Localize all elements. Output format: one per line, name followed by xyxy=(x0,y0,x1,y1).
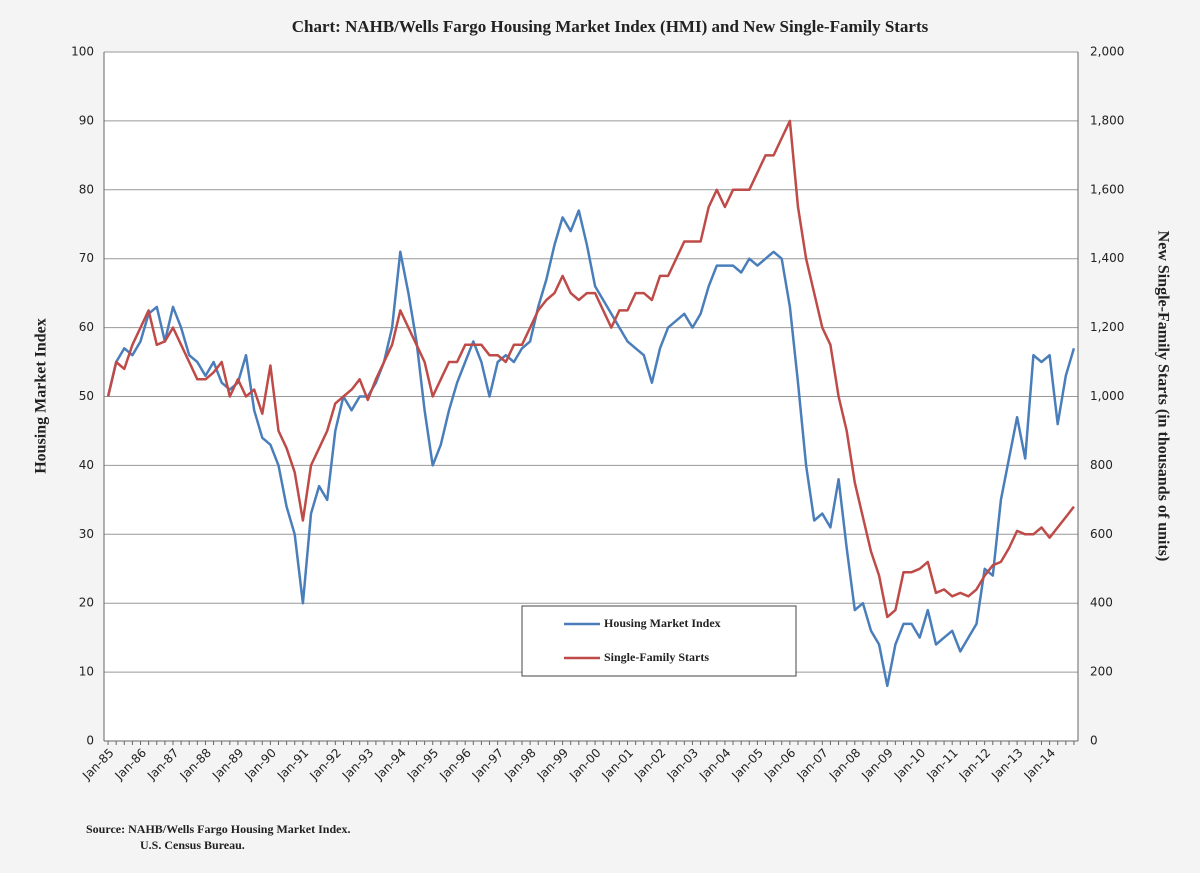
y2-axis-title: New Single-Family Starts (in thousands o… xyxy=(1154,231,1171,562)
series-line xyxy=(106,119,1075,619)
y2-tick-label: 200 xyxy=(1090,665,1113,679)
y-axis-title: Housing Market Index xyxy=(33,318,50,474)
y-tick-label: 60 xyxy=(79,320,94,334)
legend-label: Housing Market Index xyxy=(604,616,721,630)
y-tick-label: 10 xyxy=(79,665,94,679)
source-note: Source: NAHB/Wells Fargo Housing Market … xyxy=(86,822,350,836)
y2-tick-label: 1,600 xyxy=(1090,182,1124,196)
source-note: U.S. Census Bureau. xyxy=(140,838,245,852)
chart-title: Chart: NAHB/Wells Fargo Housing Market I… xyxy=(292,17,929,36)
y-tick-label: 80 xyxy=(79,182,94,196)
y-tick-label: 90 xyxy=(79,113,94,127)
y-tick-label: 50 xyxy=(79,389,94,403)
y2-tick-label: 1,200 xyxy=(1090,320,1124,334)
y-tick-label: 70 xyxy=(79,251,94,265)
y2-tick-label: 1,400 xyxy=(1090,251,1124,265)
y-tick-label: 0 xyxy=(86,734,94,748)
y2-tick-label: 800 xyxy=(1090,458,1113,472)
y2-tick-label: 400 xyxy=(1090,596,1113,610)
y2-tick-label: 0 xyxy=(1090,734,1098,748)
y-tick-label: 20 xyxy=(79,596,94,610)
y2-tick-label: 1,800 xyxy=(1090,113,1124,127)
y2-tick-label: 2,000 xyxy=(1090,45,1124,59)
legend-box xyxy=(521,605,797,677)
y2-tick-label: 600 xyxy=(1090,527,1113,541)
y2-tick-label: 1,000 xyxy=(1090,389,1124,403)
y-tick-label: 40 xyxy=(79,458,94,472)
series-line xyxy=(106,209,1076,688)
y-tick-label: 30 xyxy=(79,527,94,541)
legend-label: Single-Family Starts xyxy=(604,650,709,664)
y-tick-label: 100 xyxy=(71,45,94,59)
